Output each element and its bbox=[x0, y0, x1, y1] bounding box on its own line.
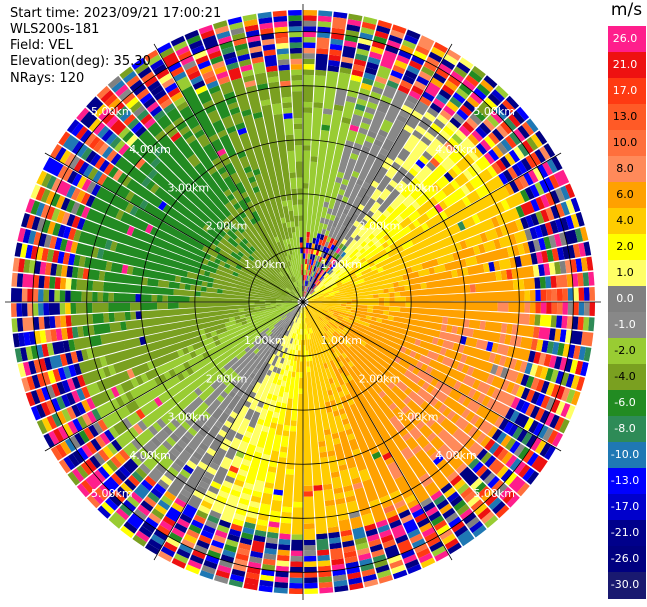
ring-label: 5.00km bbox=[473, 105, 515, 118]
colorbar-tick-label: 21.0 bbox=[612, 58, 638, 71]
ring-label: 3.00km bbox=[397, 181, 439, 194]
colorbar-swatch bbox=[608, 416, 646, 443]
colorbar-swatch bbox=[608, 260, 646, 287]
velocity-gate-group bbox=[45, 9, 589, 556]
colorbar-tick-label: 4.0 bbox=[616, 214, 634, 227]
azimuth-spoke bbox=[302, 301, 562, 452]
azimuth-spoke bbox=[44, 152, 304, 303]
ring-label: 5.00km bbox=[473, 487, 515, 500]
colorbar-tick-label: -26.0 bbox=[610, 552, 640, 565]
azimuth-spoke bbox=[302, 43, 453, 303]
ring-label: 4.00km bbox=[129, 143, 171, 156]
colorbar-swatch bbox=[608, 104, 646, 131]
colorbar-tick-label: -10.0 bbox=[610, 448, 640, 461]
azimuth-spoke bbox=[302, 301, 453, 561]
ring-label: 3.00km bbox=[168, 411, 210, 424]
colorbar-tick-label: 6.0 bbox=[616, 188, 634, 201]
colorbar-swatch bbox=[608, 130, 646, 157]
colorbar-swatch bbox=[608, 338, 646, 365]
ring-label: 5.00km bbox=[91, 105, 133, 118]
ring-label: 3.00km bbox=[168, 181, 210, 194]
colorbar-tick-label: 17.0 bbox=[612, 84, 638, 97]
colorbar-tick-label: 2.0 bbox=[616, 240, 634, 253]
ppi-chart: 1.00km 2.00km 3.00km 4.00km 5.00km 1.00km 2.00… bbox=[5, 4, 601, 600]
colorbar-swatch bbox=[608, 286, 646, 313]
colorbar-tick-label: 1.0 bbox=[616, 266, 634, 279]
colorbar-swatch bbox=[608, 364, 646, 391]
nrays-label: NRays: 120 bbox=[10, 71, 85, 86]
ring-label: 2.00km bbox=[359, 220, 401, 233]
ring-label: 3.00km bbox=[397, 411, 439, 424]
ring-label: 1.00km bbox=[244, 258, 286, 271]
colorbar-tick-label: -1.0 bbox=[614, 318, 636, 331]
colorbar-tick-label: 26.0 bbox=[612, 32, 638, 45]
colorbar-tick-label: 8.0 bbox=[616, 162, 634, 175]
colorbar-swatch bbox=[608, 26, 646, 53]
colorbar-tick-label: -21.0 bbox=[610, 526, 640, 539]
colorbar-swatch bbox=[608, 312, 646, 339]
colorbar-tick-label: -4.0 bbox=[614, 370, 636, 383]
colorbar-swatch bbox=[608, 546, 646, 573]
colorbar-tick-label: -30.0 bbox=[610, 578, 640, 591]
colorbar-swatch bbox=[608, 572, 646, 599]
azimuth-spoke bbox=[44, 301, 304, 452]
ring-label: 1.00km bbox=[244, 334, 286, 347]
colorbar: m/s 26.0 21.0 17.0 13.0 10.0 8.0 6.0 4.0 2.0 1.0 0… bbox=[606, 0, 647, 607]
colorbar-swatch bbox=[608, 520, 646, 547]
velocity-gate-group bbox=[34, 26, 580, 569]
colorbar-swatch bbox=[608, 494, 646, 521]
velocity-field bbox=[10, 9, 596, 595]
colorbar-tick-label: -8.0 bbox=[614, 422, 636, 435]
colorbar-tick-label: 0.0 bbox=[616, 292, 634, 305]
field-label: Field: VEL bbox=[10, 38, 73, 53]
colorbar-tick-label: -6.0 bbox=[614, 396, 636, 409]
elevation-label: Elevation(deg): 35.30 bbox=[10, 54, 151, 69]
azimuth-spoke bbox=[302, 152, 562, 303]
colorbar-tick-label: 13.0 bbox=[612, 110, 638, 123]
colorbar-tick-label: -2.0 bbox=[614, 344, 636, 357]
colorbar-swatch bbox=[608, 78, 646, 105]
azimuth-spoke bbox=[153, 43, 304, 303]
velocity-gate-group bbox=[69, 53, 590, 584]
ring-label: 4.00km bbox=[435, 143, 477, 156]
colorbar-tick-label: -13.0 bbox=[610, 474, 640, 487]
ring-label: 2.00km bbox=[359, 372, 401, 385]
ring-label: 2.00km bbox=[206, 220, 248, 233]
colorbar-swatch bbox=[608, 182, 646, 209]
ring-label: 1.00km bbox=[320, 258, 362, 271]
colorbar-swatch bbox=[608, 156, 646, 183]
colorbar-swatch bbox=[608, 52, 646, 79]
ring-label: 5.00km bbox=[91, 487, 133, 500]
colorbar-swatch bbox=[608, 234, 646, 261]
site-label: WLS200s-181 bbox=[10, 22, 100, 37]
azimuth-spoke bbox=[153, 301, 304, 561]
colorbar-swatch bbox=[608, 468, 646, 495]
ring-label: 4.00km bbox=[435, 449, 477, 462]
velocity-gate-group bbox=[23, 13, 570, 583]
colorbar-unit: m/s bbox=[610, 0, 643, 20]
ring-label: 2.00km bbox=[206, 372, 248, 385]
colorbar-tick-label: -17.0 bbox=[610, 500, 640, 513]
start-time-label: Start time: 2023/09/21 17:00:21 bbox=[10, 6, 222, 21]
velocity-gate-group bbox=[30, 15, 565, 560]
colorbar-swatch bbox=[608, 442, 646, 469]
colorbar-swatch bbox=[608, 208, 646, 235]
colorbar-swatch bbox=[608, 390, 646, 417]
ring-label: 1.00km bbox=[320, 334, 362, 347]
ring-label: 4.00km bbox=[129, 449, 171, 462]
velocity-gate-group bbox=[11, 25, 573, 588]
colorbar-tick-label: 10.0 bbox=[612, 136, 638, 149]
